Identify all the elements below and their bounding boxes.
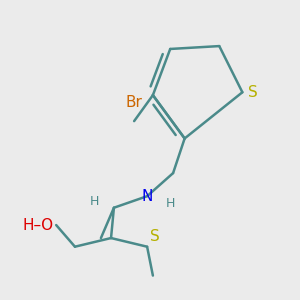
Text: Br: Br (126, 94, 142, 110)
Text: S: S (150, 229, 160, 244)
Text: H: H (166, 197, 175, 210)
Text: H: H (90, 196, 100, 208)
Text: N: N (141, 189, 153, 204)
Text: H–O: H–O (22, 218, 53, 232)
Text: S: S (248, 85, 258, 100)
